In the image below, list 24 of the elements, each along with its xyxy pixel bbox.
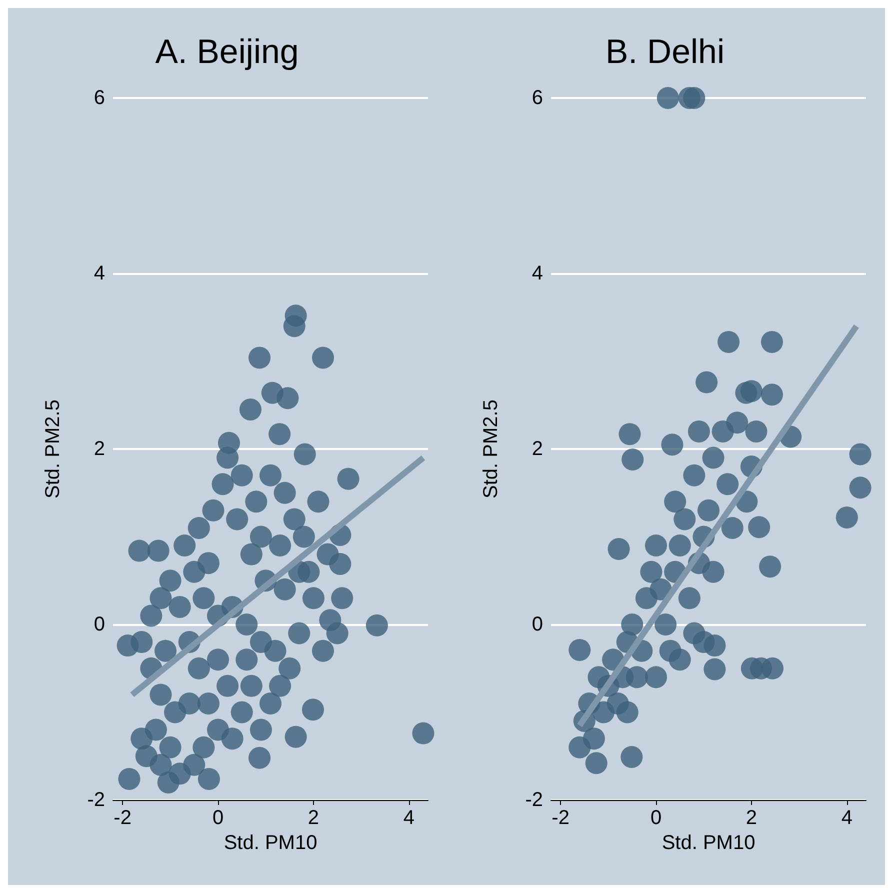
x-tick-label: 0: [650, 807, 662, 829]
x-tick-label: -2: [552, 807, 570, 829]
x-tick-label: 4: [841, 807, 852, 829]
y-tick-label: -2: [525, 789, 543, 811]
y-tick-label: 6: [94, 87, 105, 109]
y-tick-label: 6: [532, 87, 543, 109]
x-axis-title: Std. PM10: [224, 832, 318, 854]
y-tick-label: 0: [94, 614, 105, 636]
y-tick-label: 4: [532, 262, 543, 284]
x-axis-title: Std. PM10: [662, 832, 756, 854]
y-axis-title: Std. PM2.5: [42, 400, 64, 498]
x-tick-label: 0: [212, 807, 224, 829]
chart-title: A. Beijing: [155, 33, 299, 71]
y-tick-label: -2: [87, 789, 105, 811]
x-tick-label: 2: [308, 807, 320, 829]
y-tick-label: 0: [532, 614, 543, 636]
y-tick-label: 2: [532, 438, 543, 460]
y-tick-label: 2: [94, 438, 105, 460]
y-axis-title: Std. PM2.5: [480, 400, 502, 498]
x-tick-label: 4: [403, 807, 414, 829]
y-tick-label: 4: [94, 262, 105, 284]
chart-title: B. Delhi: [605, 33, 725, 71]
x-tick-label: -2: [114, 807, 132, 829]
x-tick-label: 2: [746, 807, 758, 829]
